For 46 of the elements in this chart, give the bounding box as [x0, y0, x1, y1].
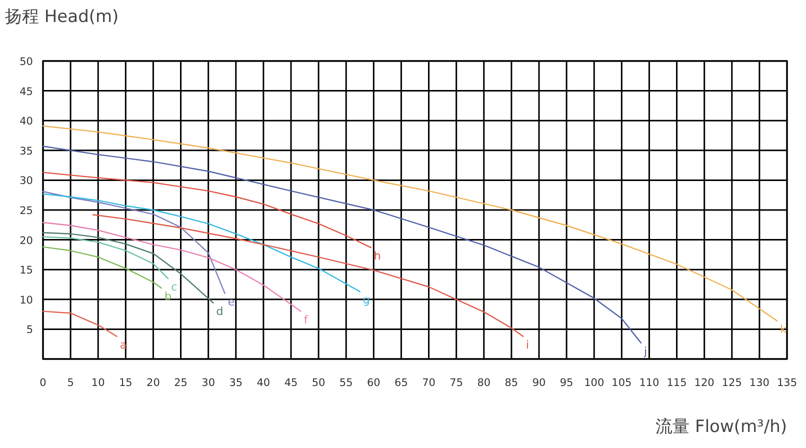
y-tick-label: 20 — [20, 234, 33, 247]
x-tick-label: 60 — [366, 377, 380, 389]
x-tick-label: 100 — [584, 377, 604, 389]
x-tick-label: 135 — [776, 377, 798, 389]
x-tick-label: 20 — [146, 377, 160, 389]
x-tick-label: 110 — [639, 377, 660, 389]
y-tick-label: 35 — [20, 145, 33, 158]
x-tick-label: 15 — [118, 377, 132, 389]
x-tick-label: 70 — [422, 377, 436, 389]
x-tick-label: 30 — [202, 377, 216, 389]
y-tick-label: 30 — [20, 175, 33, 188]
y-axis-title: 扬程 Head(m) — [5, 7, 119, 27]
series-label: c — [171, 280, 178, 294]
y-tick-label: 45 — [20, 86, 33, 98]
y-tick-label: 5 — [26, 324, 33, 336]
x-tick-label: 75 — [450, 377, 464, 389]
x-tick-label: 65 — [394, 377, 408, 389]
x-tick-label: 115 — [666, 377, 687, 389]
x-tick-label: 45 — [284, 377, 298, 389]
series-label: i — [526, 338, 530, 352]
y-tick-label: 50 — [20, 56, 33, 68]
series-label: f — [304, 313, 309, 326]
series-label: j — [642, 344, 648, 358]
x-tick-label: 0 — [40, 377, 46, 389]
y-tick-label: 15 — [20, 264, 33, 277]
y-tick-label: 40 — [20, 116, 33, 128]
x-tick-label: 55 — [339, 377, 353, 389]
x-axis-title: 流量 Flow(m³/h) — [656, 417, 787, 437]
series-label: d — [216, 304, 224, 318]
x-tick-label: 10 — [91, 377, 105, 389]
x-tick-label: 5 — [67, 377, 74, 389]
x-tick-label: 130 — [749, 377, 770, 389]
x-tick-label: 40 — [256, 377, 270, 389]
x-tick-label: 80 — [477, 377, 491, 389]
x-tick-label: 50 — [312, 377, 326, 389]
series-label: h — [374, 250, 381, 263]
x-tick-label: 90 — [532, 377, 546, 389]
x-tick-label: 95 — [560, 377, 574, 389]
x-tick-label: 35 — [229, 377, 243, 389]
y-tick-label: 10 — [20, 294, 33, 306]
x-tick-label: 25 — [174, 377, 188, 389]
y-tick-label: 25 — [20, 205, 33, 217]
x-tick-label: 105 — [612, 377, 632, 389]
x-tick-label: 85 — [504, 377, 518, 389]
x-tick-label: 125 — [722, 377, 742, 389]
x-tick-label: 120 — [694, 377, 714, 389]
